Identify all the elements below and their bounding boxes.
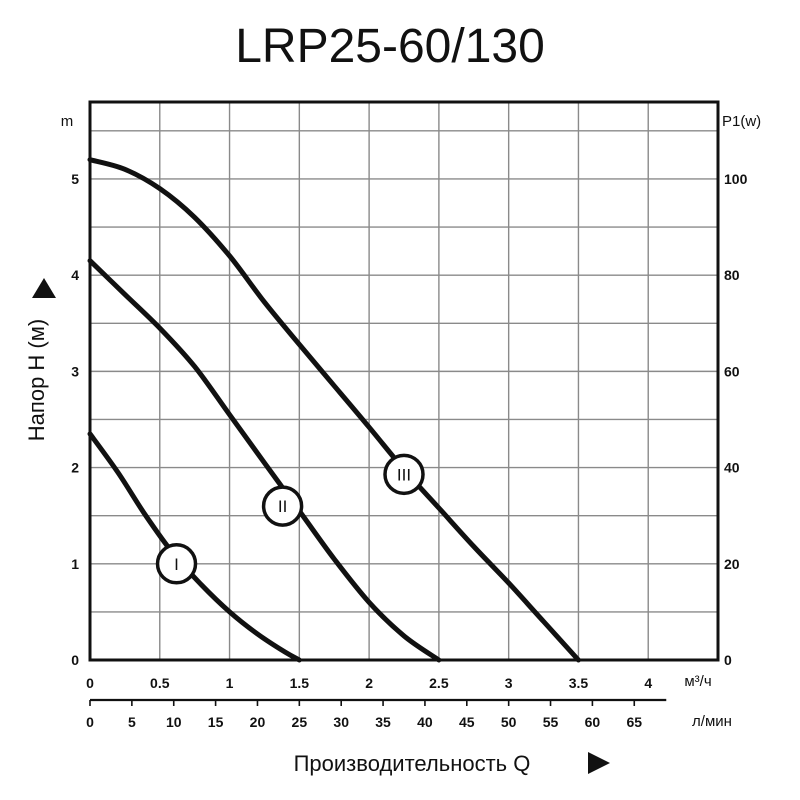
y2-axis-unit: P1(w)	[722, 113, 761, 130]
y2-tick-label: 40	[724, 460, 740, 476]
plot-frame	[88, 100, 720, 662]
x-tick-label: 2.5	[429, 675, 449, 691]
series-line-1	[87, 431, 302, 663]
y-tick-label: 0	[71, 652, 79, 668]
series-line-2	[87, 258, 442, 663]
x2-axis-unit: л/мин	[692, 713, 732, 730]
series-label-circle-2	[261, 485, 304, 527]
series-line-3	[87, 157, 581, 663]
y2-tick-label: 100	[724, 171, 748, 187]
lmin-tick-label: 10	[166, 714, 182, 730]
y-axis-arrow-icon	[32, 278, 56, 298]
lmin-tick-label: 50	[501, 714, 517, 730]
chart-title: LRP25-60/130	[235, 20, 545, 73]
series-label-circle-3	[383, 453, 425, 496]
lmin-tick-label: 20	[250, 714, 266, 730]
x-tick-label: 2	[365, 675, 373, 691]
lmin-tick-label: 5	[128, 714, 136, 730]
lmin-tick-label: 35	[375, 714, 391, 730]
y-tick-label: 1	[71, 556, 79, 572]
y2-tick-label: 80	[724, 267, 740, 283]
y2-tick-label: 20	[724, 556, 740, 572]
x-tick-label: 4	[644, 675, 652, 691]
y-axis-ticks: 0 1 2 3 4 5	[71, 171, 79, 668]
lmin-tick-label: 65	[626, 714, 642, 730]
x-axis-ticks: 0 0.5 1 1.5 2 2.5 3 3.5 4	[86, 675, 652, 691]
lmin-tick-label: 15	[208, 714, 224, 730]
y2-axis-ticks: 0 20 40 60 80 100	[724, 171, 748, 668]
y-tick-label: 2	[71, 460, 79, 476]
lmin-tick-label: 45	[459, 714, 475, 730]
y-tick-label: 5	[71, 171, 79, 187]
x-tick-label: 3.5	[569, 675, 589, 691]
y-axis-label: Напор H (м)	[24, 319, 49, 441]
y-tick-label: 4	[71, 267, 79, 283]
lmin-tick-label: 30	[333, 714, 349, 730]
series-label-2: II	[278, 497, 287, 516]
lmin-tick-label: 55	[543, 714, 559, 730]
lmin-tick-label: 25	[292, 714, 308, 730]
x-axis-label: Производительность Q	[294, 751, 531, 776]
grid	[90, 102, 718, 660]
series-label-1: I	[174, 555, 179, 574]
y2-tick-label: 0	[724, 652, 732, 668]
x-tick-label: 3	[505, 675, 513, 691]
series-label-3: III	[397, 465, 411, 484]
lmin-tick-label: 60	[585, 714, 601, 730]
lmin-tick-label: 40	[417, 714, 433, 730]
y-tick-label: 3	[71, 363, 79, 379]
x-tick-label: 1	[226, 675, 234, 691]
lmin-tick-label: 0	[86, 714, 94, 730]
x-axis-arrow-icon	[588, 752, 610, 774]
x-tick-label: 0.5	[150, 675, 170, 691]
series-label-circle-1	[155, 543, 198, 585]
y-axis-unit: m	[61, 113, 74, 130]
x-tick-label: 0	[86, 675, 94, 691]
x-axis-unit: м³/ч	[684, 673, 711, 690]
x-tick-label: 1.5	[290, 675, 310, 691]
y2-tick-label: 60	[724, 363, 740, 379]
lmin-axis: 0 5 10 15 20 25 30 35 40 45 50 55 60 65	[86, 698, 667, 730]
